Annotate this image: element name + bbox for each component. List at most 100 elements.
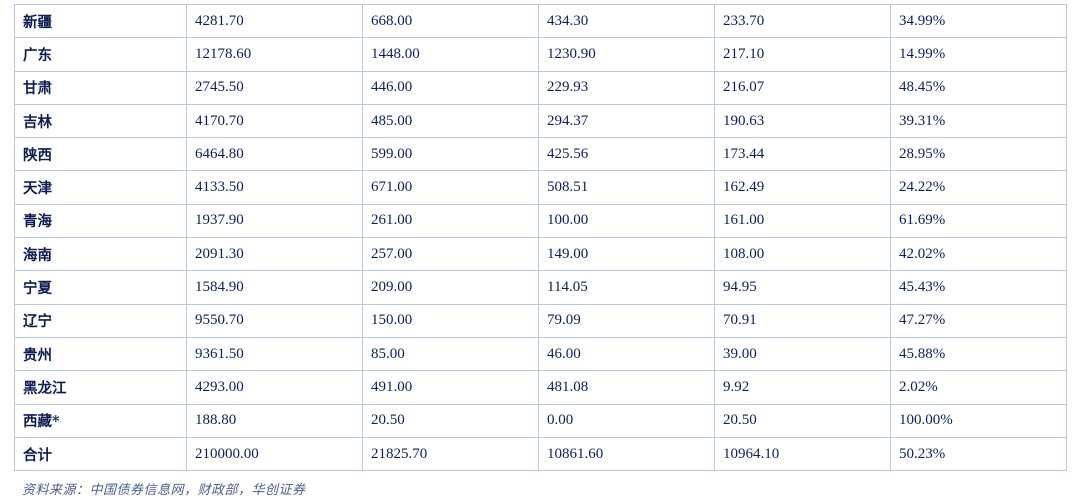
table-row: 甘肃 2745.50 446.00 229.93 216.07 48.45% (14, 70, 1067, 105)
value-cell: 20.50 (362, 403, 539, 438)
value-cell: 294.37 (538, 103, 715, 139)
value-cell: 173.44 (714, 137, 891, 172)
value-cell: 481.08 (538, 370, 715, 405)
value-cell: 216.07 (714, 70, 891, 105)
value-cell: 0.00 (538, 403, 715, 438)
value-cell: 100.00 (538, 203, 715, 239)
percent-cell: 45.88% (890, 336, 1067, 372)
bond-quota-table: 新疆 4281.70 668.00 434.30 233.70 34.99% 广… (14, 3, 1067, 472)
region-cell: 青海 (14, 203, 187, 239)
table-row: 贵州 9361.50 85.00 46.00 39.00 45.88% (14, 336, 1067, 372)
value-cell: 229.93 (538, 70, 715, 105)
value-cell: 671.00 (362, 170, 539, 205)
total-row: 合计 210000.00 21825.70 10861.60 10964.10 … (14, 436, 1067, 472)
value-cell: 2745.50 (186, 70, 363, 105)
region-cell: 陕西 (14, 137, 187, 172)
percent-cell: 39.31% (890, 103, 1067, 139)
percent-cell: 42.02% (890, 237, 1067, 272)
value-cell: 668.00 (362, 3, 539, 39)
value-cell: 1230.90 (538, 37, 715, 72)
value-cell: 190.63 (714, 103, 891, 139)
table-row: 吉林 4170.70 485.00 294.37 190.63 39.31% (14, 103, 1067, 139)
percent-cell: 28.95% (890, 137, 1067, 172)
bond-quota-table-container: 新疆 4281.70 668.00 434.30 233.70 34.99% 广… (14, 3, 1067, 472)
percent-cell: 47.27% (890, 303, 1067, 338)
region-cell: 广东 (14, 37, 187, 72)
value-cell: 12178.60 (186, 37, 363, 72)
value-cell: 150.00 (362, 303, 539, 338)
total-label: 合计 (14, 436, 187, 472)
value-cell: 188.80 (186, 403, 363, 438)
value-cell: 257.00 (362, 237, 539, 272)
region-cell: 辽宁 (14, 303, 187, 338)
table-row: 广东 12178.60 1448.00 1230.90 217.10 14.99… (14, 37, 1067, 72)
value-cell: 491.00 (362, 370, 539, 405)
value-cell: 114.05 (538, 270, 715, 305)
percent-cell: 100.00% (890, 403, 1067, 438)
value-cell: 46.00 (538, 336, 715, 372)
table-row: 海南 2091.30 257.00 149.00 108.00 42.02% (14, 237, 1067, 272)
value-cell: 209.00 (362, 270, 539, 305)
value-cell: 4281.70 (186, 3, 363, 39)
region-cell: 西藏* (14, 403, 187, 438)
value-cell: 9550.70 (186, 303, 363, 338)
value-cell: 85.00 (362, 336, 539, 372)
table-row: 辽宁 9550.70 150.00 79.09 70.91 47.27% (14, 303, 1067, 338)
value-cell: 4293.00 (186, 370, 363, 405)
total-value-cell: 21825.70 (362, 436, 539, 472)
value-cell: 94.95 (714, 270, 891, 305)
percent-cell: 2.02% (890, 370, 1067, 405)
percent-cell: 24.22% (890, 170, 1067, 205)
value-cell: 485.00 (362, 103, 539, 139)
table-row: 西藏* 188.80 20.50 0.00 20.50 100.00% (14, 403, 1067, 438)
value-cell: 20.50 (714, 403, 891, 438)
region-cell: 新疆 (14, 3, 187, 39)
value-cell: 2091.30 (186, 237, 363, 272)
table-row: 黑龙江 4293.00 491.00 481.08 9.92 2.02% (14, 370, 1067, 405)
value-cell: 162.49 (714, 170, 891, 205)
value-cell: 6464.80 (186, 137, 363, 172)
value-cell: 425.56 (538, 137, 715, 172)
value-cell: 1937.90 (186, 203, 363, 239)
total-percent-cell: 50.23% (890, 436, 1067, 472)
percent-cell: 48.45% (890, 70, 1067, 105)
table-row: 新疆 4281.70 668.00 434.30 233.70 34.99% (14, 3, 1067, 39)
region-cell: 吉林 (14, 103, 187, 139)
value-cell: 9.92 (714, 370, 891, 405)
table-row: 天津 4133.50 671.00 508.51 162.49 24.22% (14, 170, 1067, 205)
source-note: 资料来源：中国债券信息网，财政部，华创证券 (22, 483, 306, 498)
value-cell: 217.10 (714, 37, 891, 72)
value-cell: 4170.70 (186, 103, 363, 139)
value-cell: 161.00 (714, 203, 891, 239)
value-cell: 434.30 (538, 3, 715, 39)
total-value-cell: 10861.60 (538, 436, 715, 472)
table-row: 宁夏 1584.90 209.00 114.05 94.95 45.43% (14, 270, 1067, 305)
percent-cell: 45.43% (890, 270, 1067, 305)
total-value-cell: 210000.00 (186, 436, 363, 472)
region-cell: 黑龙江 (14, 370, 187, 405)
total-value-cell: 10964.10 (714, 436, 891, 472)
value-cell: 446.00 (362, 70, 539, 105)
value-cell: 4133.50 (186, 170, 363, 205)
value-cell: 599.00 (362, 137, 539, 172)
value-cell: 70.91 (714, 303, 891, 338)
value-cell: 79.09 (538, 303, 715, 338)
region-cell: 天津 (14, 170, 187, 205)
region-cell: 贵州 (14, 336, 187, 372)
value-cell: 1448.00 (362, 37, 539, 72)
value-cell: 9361.50 (186, 336, 363, 372)
table-row: 陕西 6464.80 599.00 425.56 173.44 28.95% (14, 137, 1067, 172)
region-cell: 甘肃 (14, 70, 187, 105)
value-cell: 39.00 (714, 336, 891, 372)
region-cell: 海南 (14, 237, 187, 272)
value-cell: 108.00 (714, 237, 891, 272)
region-cell: 宁夏 (14, 270, 187, 305)
table-row: 青海 1937.90 261.00 100.00 161.00 61.69% (14, 203, 1067, 239)
value-cell: 149.00 (538, 237, 715, 272)
value-cell: 1584.90 (186, 270, 363, 305)
value-cell: 233.70 (714, 3, 891, 39)
percent-cell: 14.99% (890, 37, 1067, 72)
value-cell: 261.00 (362, 203, 539, 239)
value-cell: 508.51 (538, 170, 715, 205)
percent-cell: 61.69% (890, 203, 1067, 239)
